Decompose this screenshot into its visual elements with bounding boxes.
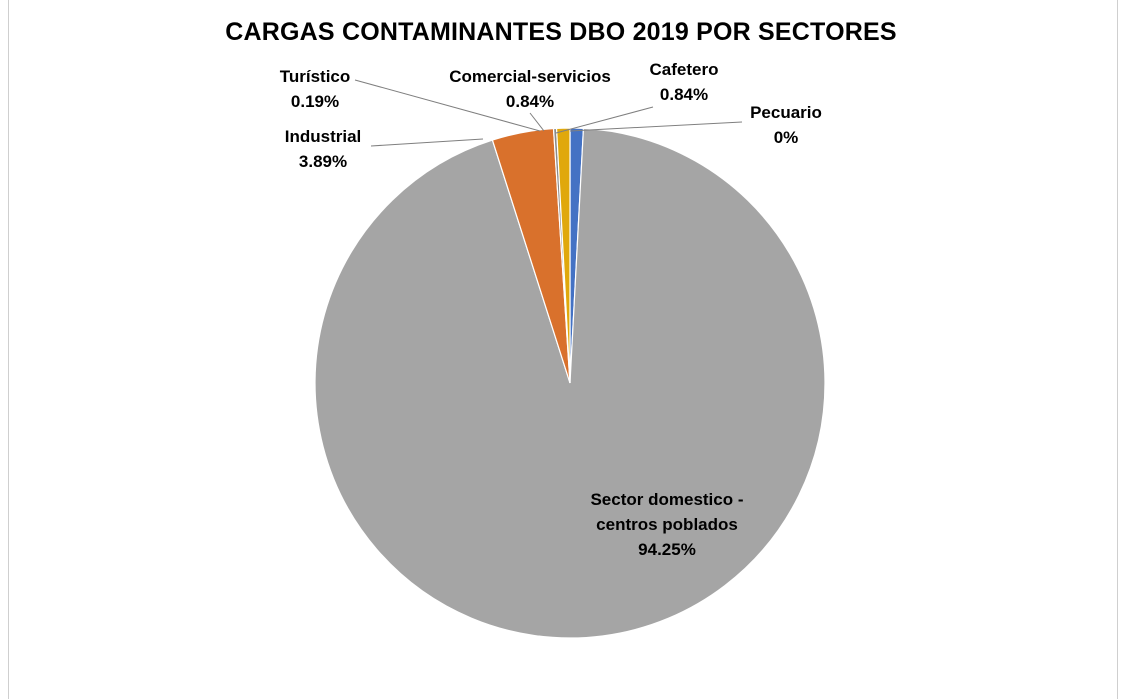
data-label-category: Pecuario <box>750 103 822 122</box>
pie-slice-sector-domestico-centros-poblados <box>314 127 826 639</box>
data-label-category: centros poblados <box>596 515 738 534</box>
data-label-pecuario: Pecuario 0% <box>750 103 822 147</box>
data-label-category: Cafetero <box>650 60 719 79</box>
pie-slice-comercial-servicios <box>555 127 571 384</box>
data-label-category: Comercial-servicios <box>449 67 611 86</box>
leader-line-cafetero <box>555 106 654 134</box>
data-label-category: Turístico <box>280 67 351 86</box>
leader-line-turistico <box>354 79 541 132</box>
leader-line-comercial-servicios <box>529 112 545 132</box>
data-label-category: Industrial <box>285 127 362 146</box>
data-label-value: 0.84% <box>506 92 554 111</box>
data-label-turistico: Turístico 0.19% <box>280 67 351 111</box>
data-label-comercial-servicios: Comercial-servicios 0.84% <box>449 67 611 111</box>
chart-title: CARGAS CONTAMINANTES DBO 2019 POR SECTOR… <box>225 18 897 46</box>
data-label-category: Sector domestico - <box>590 490 743 509</box>
data-labels: Cafetero 0.84% Sector domestico - centros p… <box>280 60 822 559</box>
data-label-value: 3.89% <box>299 152 347 171</box>
data-label-value: 0% <box>774 128 799 147</box>
leader-lines <box>354 79 743 147</box>
data-label-value: 94.25% <box>638 540 696 559</box>
data-label-value: 0.19% <box>291 92 339 111</box>
data-label-value: 0.84% <box>660 85 708 104</box>
leader-line-pecuario <box>569 121 743 132</box>
data-label-industrial: Industrial 3.89% <box>285 127 362 171</box>
leader-line-industrial <box>370 138 484 147</box>
pie-slices <box>314 127 826 639</box>
data-label-sector-domestico-centros-poblados: Sector domestico - centros poblados 94.25% <box>590 490 743 559</box>
data-label-cafetero: Cafetero 0.84% <box>650 60 719 104</box>
